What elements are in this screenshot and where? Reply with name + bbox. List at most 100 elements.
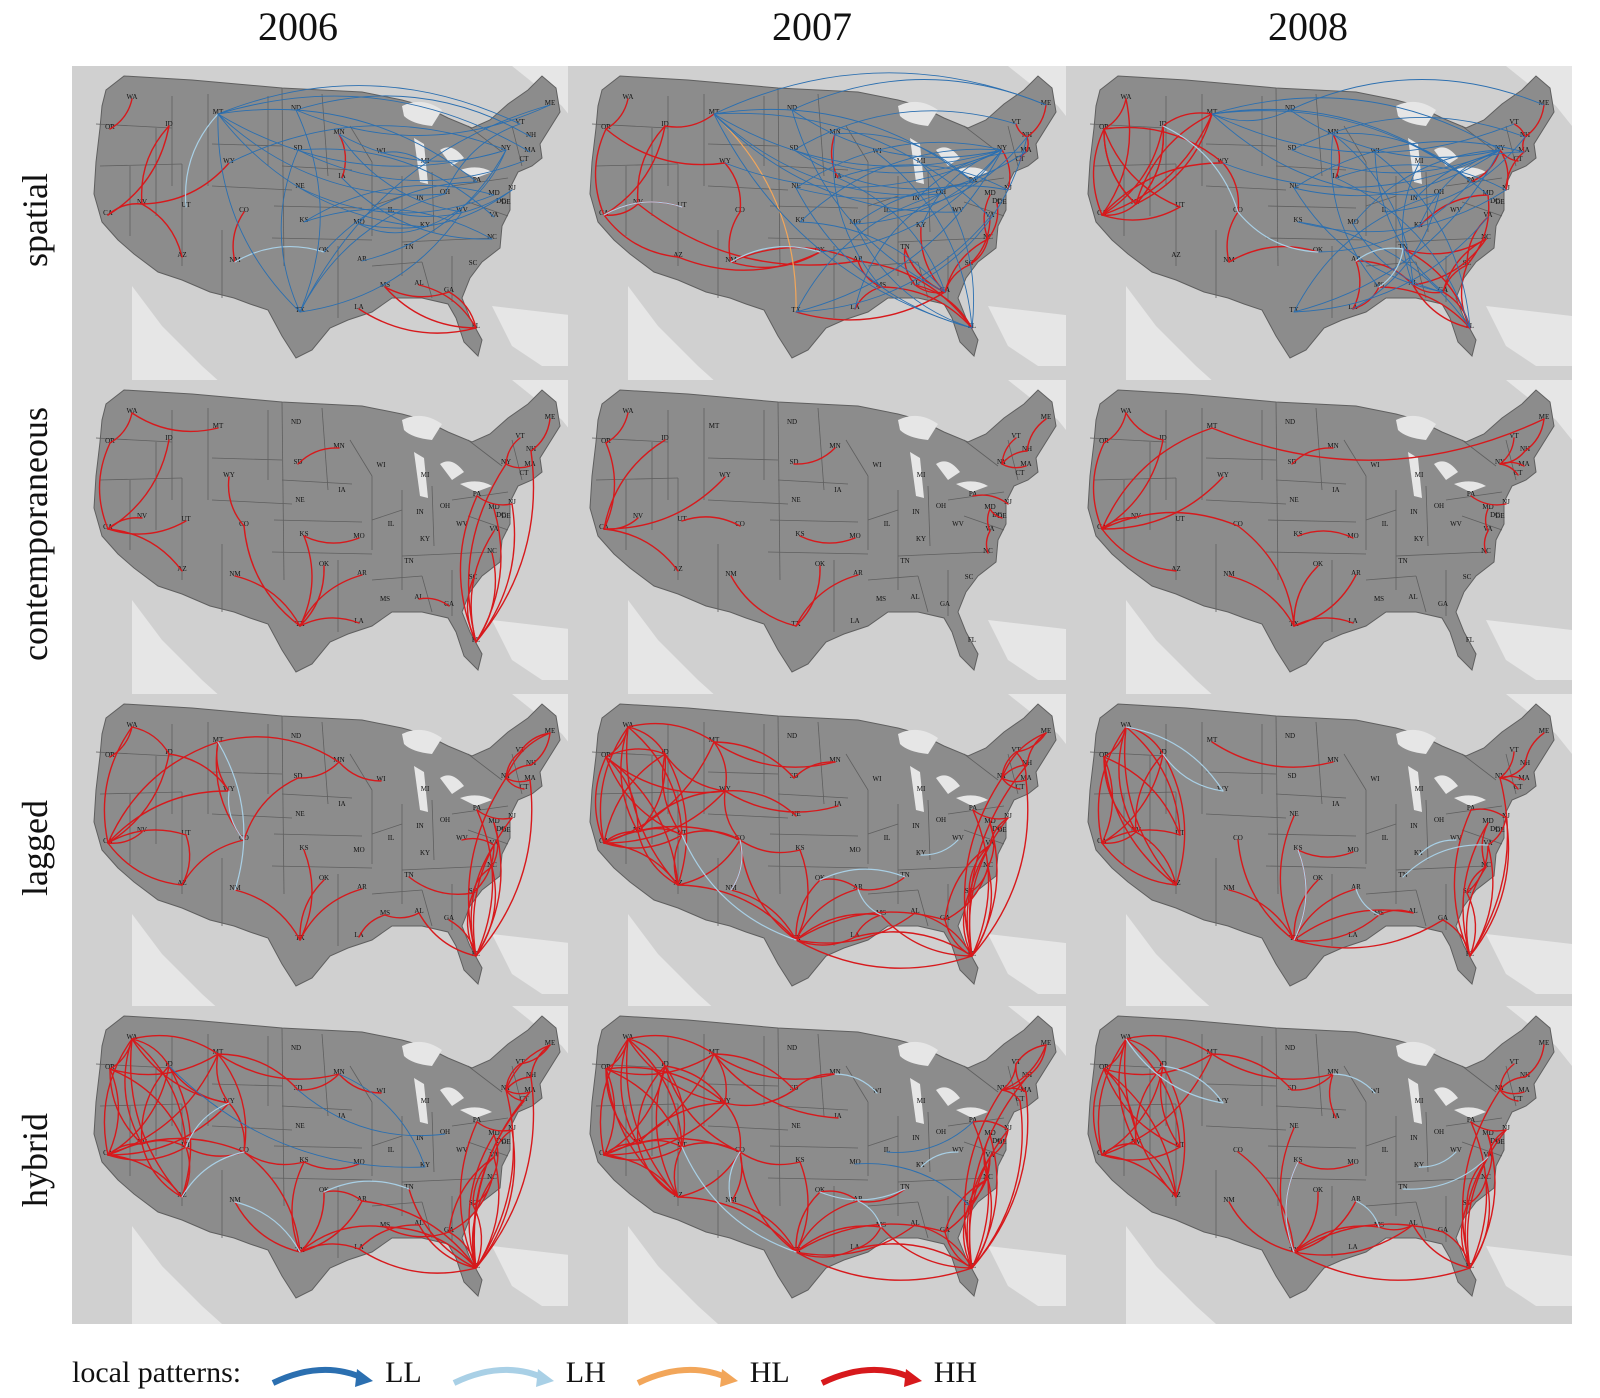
flow-line xyxy=(1462,822,1489,957)
state-label: MA xyxy=(524,460,535,468)
state-label: KS xyxy=(300,530,309,538)
column-title: 2006 xyxy=(258,4,338,49)
flow-line xyxy=(1291,117,1526,151)
flow-line xyxy=(713,741,727,792)
state-label: MO xyxy=(1347,532,1358,540)
flow-line xyxy=(217,1053,299,1091)
state-border xyxy=(1425,1111,1429,1173)
state-label: TN xyxy=(1398,1183,1407,1191)
state-label: KY xyxy=(916,535,926,543)
flow-line xyxy=(664,753,726,792)
flow-line xyxy=(603,476,726,530)
state-label: LA xyxy=(1348,1243,1357,1251)
state-border xyxy=(371,575,423,581)
flow-line xyxy=(107,753,170,844)
state-border xyxy=(1425,485,1429,547)
flow-line xyxy=(681,1146,797,1253)
state-border xyxy=(845,439,869,477)
flow-line xyxy=(962,892,973,957)
state-label: WI xyxy=(377,461,387,469)
flow-line xyxy=(1293,1191,1319,1253)
state-label: SD xyxy=(1288,458,1297,466)
flow-line xyxy=(1332,133,1341,179)
flow-line xyxy=(627,726,666,755)
state-label: MD xyxy=(1482,1129,1493,1137)
state-label: NY xyxy=(1495,458,1505,466)
state-label: VT xyxy=(515,1058,525,1066)
state-label: NM xyxy=(1223,570,1235,578)
state-label: MD xyxy=(1482,189,1493,197)
state-label: NE xyxy=(1289,182,1298,190)
flow-line xyxy=(730,246,821,263)
flow-line xyxy=(1499,751,1515,779)
state-border xyxy=(897,865,989,871)
flow-line xyxy=(605,412,629,444)
flow-line xyxy=(830,133,839,179)
state-label: NM xyxy=(229,256,241,264)
state-label: WA xyxy=(623,721,634,729)
state-label: NE xyxy=(295,182,304,190)
flow-line xyxy=(1025,136,1029,153)
flow-line xyxy=(323,1180,410,1193)
state-label: AR xyxy=(357,255,367,263)
state-border xyxy=(1205,143,1277,147)
flow-line xyxy=(1125,1038,1181,1148)
state-label: NJ xyxy=(1502,1124,1510,1132)
state-border xyxy=(707,499,789,505)
state-label: ID xyxy=(1159,120,1166,128)
state-border xyxy=(1445,1117,1503,1127)
state-label: OH xyxy=(936,502,946,510)
flow-line xyxy=(299,1243,360,1253)
baja-land xyxy=(1126,286,1216,384)
flow-line xyxy=(1101,1146,1181,1161)
state-border xyxy=(777,1105,849,1111)
state-label: OR xyxy=(105,123,115,131)
flow-line xyxy=(1001,1089,1021,1102)
state-label: WY xyxy=(1217,157,1229,165)
state-label: WV xyxy=(952,834,964,842)
great-lake xyxy=(1434,775,1458,794)
flow-line xyxy=(857,260,882,288)
great-lake xyxy=(440,775,464,794)
state-label: MN xyxy=(333,1068,344,1076)
state-label: ME xyxy=(1041,1039,1052,1047)
state-border xyxy=(963,439,999,467)
flow-line xyxy=(920,162,975,329)
state-label: AR xyxy=(357,1195,367,1203)
flow-line xyxy=(1101,1154,1177,1198)
flow-line xyxy=(1101,829,1181,844)
state-label: OH xyxy=(936,188,946,196)
state-label: IL xyxy=(388,520,395,528)
flow-line xyxy=(1524,104,1545,138)
state-label: OK xyxy=(1313,1186,1323,1194)
state-label: NY xyxy=(997,144,1007,152)
state-label: VA xyxy=(489,525,498,533)
flow-line xyxy=(444,123,521,195)
flow-line xyxy=(795,849,809,941)
flow-line xyxy=(799,148,1003,223)
state-label: ND xyxy=(291,104,301,112)
state-borders xyxy=(95,401,523,632)
state-label: OK xyxy=(1313,246,1323,254)
state-border xyxy=(1267,519,1357,523)
state-label: NY xyxy=(997,1084,1007,1092)
flow-line xyxy=(603,201,683,216)
state-label: CT xyxy=(1016,783,1026,791)
state-label: NC xyxy=(487,233,497,241)
flow-line xyxy=(1125,1038,1224,1104)
flow-line xyxy=(295,95,532,138)
flow-line xyxy=(677,251,821,271)
state-label: OK xyxy=(815,560,825,568)
flow-line xyxy=(1297,849,1354,858)
state-border xyxy=(963,753,999,781)
flow-line xyxy=(713,108,974,183)
flow-line xyxy=(1470,495,1507,506)
flow-line xyxy=(217,85,521,125)
state-label: NH xyxy=(526,445,536,453)
flow-line xyxy=(107,842,183,886)
state-border xyxy=(273,205,363,209)
flow-line xyxy=(1293,1200,1357,1253)
state-label: NJ xyxy=(508,812,516,820)
flow-line xyxy=(603,842,679,886)
flow-line xyxy=(880,286,973,329)
